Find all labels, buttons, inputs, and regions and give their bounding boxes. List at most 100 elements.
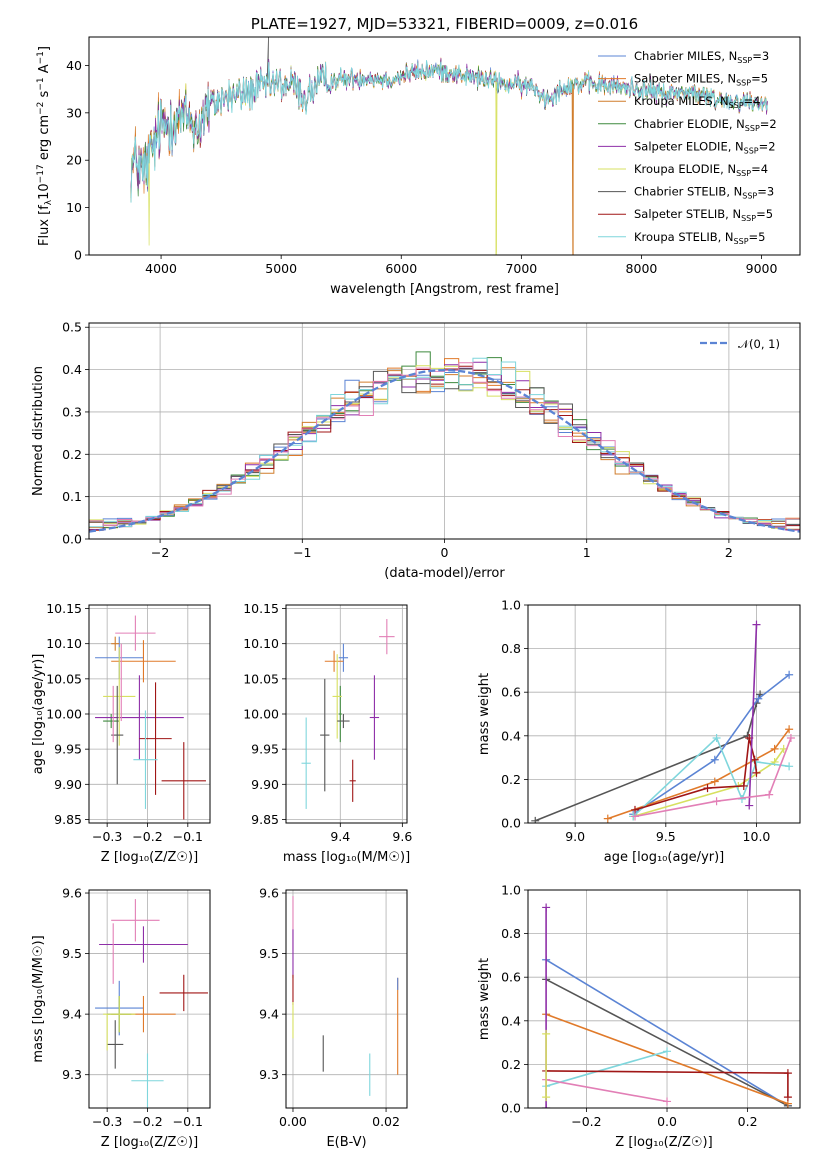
x-tick-label: −0.3 [92, 1114, 122, 1129]
weight-marker [785, 670, 794, 679]
y-tick-label: 0.6 [501, 685, 521, 700]
x-tick-label: 0.00 [279, 1114, 307, 1129]
weight-marker [703, 784, 712, 793]
weight-marker [663, 1097, 672, 1106]
errorbar-point [103, 714, 120, 729]
legend-name: Salpeter STELIB, N [634, 207, 741, 221]
y-axis-label: mass weight [477, 958, 492, 1040]
label-part: 10 [37, 183, 52, 200]
chart-title: PLATE=1927, MJD=53321, FIBERID=0009, z=0… [251, 15, 638, 33]
legend-label: Kroupa MILES, NSSP=4 [634, 94, 760, 110]
weight-marker [712, 797, 721, 806]
y-tick-label: 0.0 [62, 532, 82, 547]
legend-name: Kroupa MILES, N [634, 94, 729, 108]
x-tick-label: 0 [441, 545, 449, 560]
legend-n: =4 [751, 162, 768, 176]
y-tick-label: 0.2 [501, 772, 521, 787]
errorbar-point [111, 899, 160, 942]
y-tick-label: 0.8 [501, 926, 521, 941]
y-tick-label: 9.90 [54, 777, 82, 792]
x-tick-label: 10.0 [743, 829, 771, 844]
legend-n: =2 [759, 139, 776, 153]
errorbar-point [111, 640, 176, 683]
plot-area [542, 903, 792, 1108]
x-tick-label: −0.3 [92, 829, 122, 844]
legend-label: 𝒩(0, 1) [738, 337, 780, 351]
errorbar-point [332, 654, 342, 739]
legend-label: Chabrier ELODIE, NSSP=2 [634, 117, 777, 133]
axes-frame [285, 889, 408, 1109]
weight-marker [542, 1029, 551, 1038]
legend-label: Salpeter MILES, NSSP=5 [634, 72, 768, 88]
x-axis-label: age [log₁₀(age/yr)] [604, 850, 725, 865]
legend-name: Kroupa STELIB, N [634, 230, 734, 244]
x-tick-label: −1 [293, 545, 311, 560]
x-axis-label: wavelength [Angstrom, rest frame] [330, 282, 559, 297]
label-part: s [37, 90, 52, 101]
x-axis-label: (data-model)/error [384, 566, 505, 581]
y-tick-label: 9.3 [62, 1067, 82, 1082]
weight-line [545, 959, 789, 1107]
y-tick-label: 10.05 [243, 671, 279, 686]
y-tick-label: 0.0 [501, 816, 521, 831]
errorbar-point [95, 675, 184, 760]
axes-age-mass: 9.4 9.6 9.85 9.90 9.95 10.00 10.05 10.10 10.15 ma… [243, 601, 412, 865]
axes-frame [527, 604, 801, 824]
weight-line [545, 1078, 668, 1103]
weight-marker [786, 733, 795, 742]
weight-line [545, 1013, 789, 1105]
x-axis-label: Z [log₁₀(Z/Z☉)] [101, 850, 198, 865]
label-part: Flux [f [37, 205, 52, 246]
x-tick-label: 4000 [145, 261, 177, 276]
axes-frame [88, 36, 801, 256]
errorbar-point [369, 675, 380, 760]
y-tick-label: 9.5 [62, 946, 82, 961]
x-tick-label: 6000 [385, 261, 417, 276]
x-tick-label: 1 [583, 545, 591, 560]
x-tick-label: 9.0 [565, 829, 585, 844]
weight-marker [752, 620, 761, 629]
label-part: −1 [36, 77, 46, 90]
x-tick-label: 9.5 [656, 829, 676, 844]
y-tick-label: 0.4 [501, 1013, 521, 1028]
errorbar-point [103, 647, 136, 746]
x-tick-label: 9.6 [392, 829, 412, 844]
y-tick-label: 9.95 [251, 742, 279, 757]
errorbar-point [131, 1053, 164, 1108]
y-tick-label: 0.5 [62, 320, 82, 335]
errorbar-point [337, 714, 350, 729]
x-tick-label: −0.2 [132, 829, 162, 844]
weight-marker [630, 812, 639, 821]
axes-frame [88, 322, 801, 540]
plot-area [95, 899, 208, 1108]
legend-label: Salpeter STELIB, NSSP=5 [634, 207, 773, 223]
legend-name: Salpeter MILES, N [634, 72, 736, 86]
errorbar-point [338, 643, 349, 672]
plot-area [301, 619, 395, 809]
y-tick-label: 0.1 [62, 489, 82, 504]
y-tick-label: 9.6 [259, 886, 279, 901]
y-tick-label: 0.0 [501, 1101, 521, 1116]
y-tick-label: 0.4 [62, 362, 82, 377]
errorbar-point [320, 678, 330, 792]
legend-n: =3 [752, 49, 769, 63]
y-tick-label: 10.00 [46, 707, 82, 722]
label-part: −2 [36, 102, 46, 115]
legend-sub: SSP [745, 124, 760, 133]
label-part: −1 [36, 51, 46, 64]
axes-frame [285, 604, 408, 824]
y-tick-label: 9.5 [259, 946, 279, 961]
x-tick-label: 9.4 [330, 829, 350, 844]
weight-marker [542, 1093, 551, 1102]
label-part: ] [37, 46, 52, 51]
x-tick-label: 2 [725, 545, 733, 560]
x-axis-label: Z [log₁₀(Z/Z☉)] [101, 1135, 198, 1150]
weight-marker [754, 694, 763, 703]
legend-sub: SSP [734, 237, 749, 246]
errorbar-point [161, 742, 206, 820]
weight-marker [765, 790, 774, 799]
y-tick-label: 0.2 [62, 447, 82, 462]
y-tick-label: 9.90 [251, 777, 279, 792]
errorbar-point [324, 650, 344, 672]
